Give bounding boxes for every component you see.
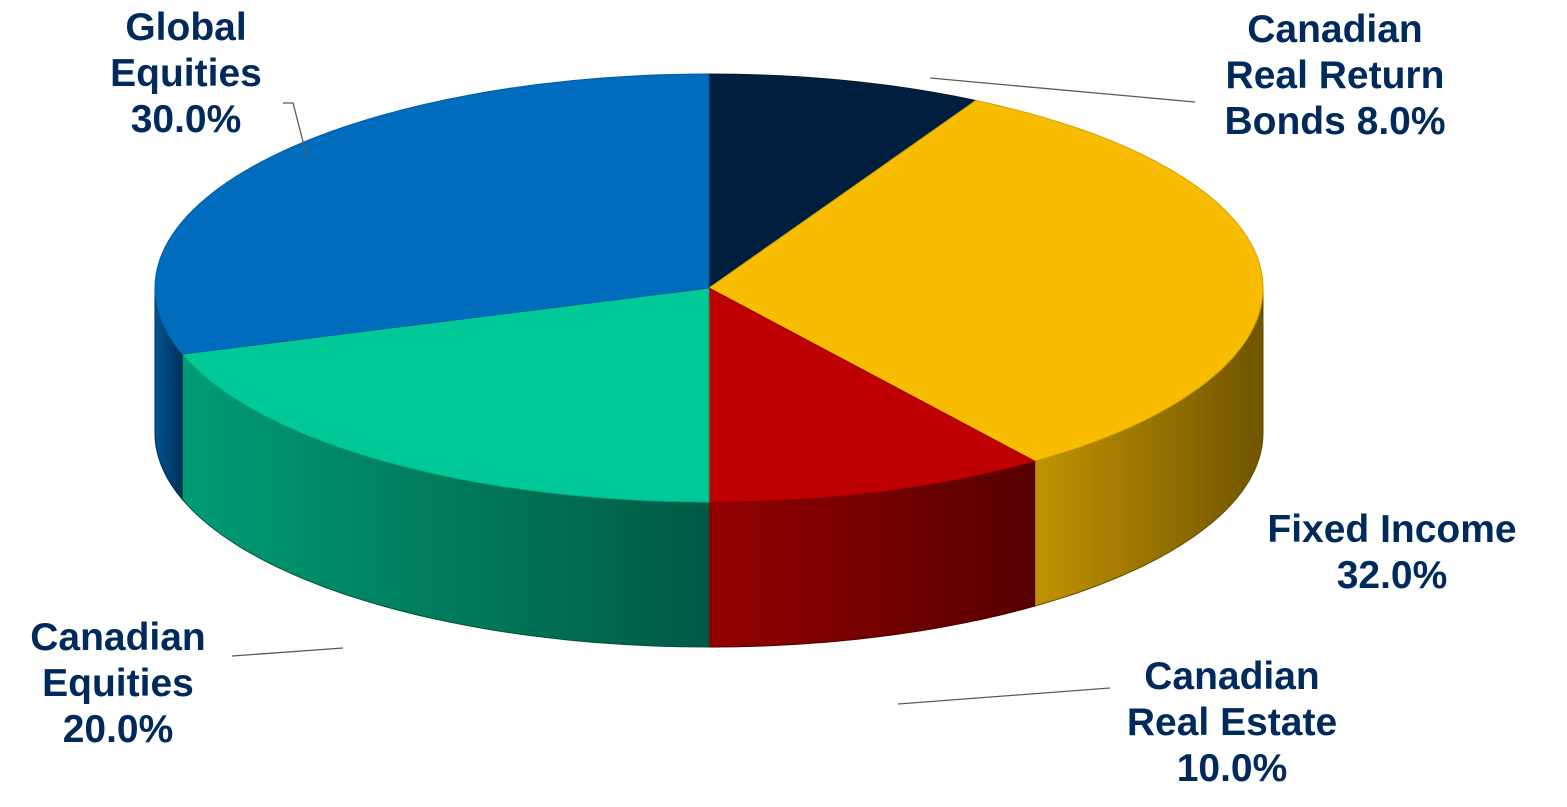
data-label-line: Equities [110, 52, 262, 95]
data-label-global-equities: Global Equities 30.0% [110, 6, 262, 141]
data-label-line: Global [125, 6, 246, 49]
leader-line-canadian-real-estate [898, 688, 1110, 704]
data-label-canadian-real-return-bonds: Canadian Real Return Bonds 8.0% [1224, 8, 1445, 143]
leader-line-canadian-real-return-bonds [930, 78, 1195, 102]
data-label-line: Canadian [1247, 8, 1423, 51]
data-label-line: Real Return [1226, 54, 1445, 97]
data-label-line: 10.0% [1177, 747, 1288, 790]
data-label-line: 32.0% [1337, 554, 1448, 597]
data-label-line: Canadian [1144, 655, 1320, 698]
data-label-line: 20.0% [63, 708, 174, 751]
leader-line-canadian-equities [232, 648, 343, 656]
data-label-line: Bonds 8.0% [1224, 100, 1445, 143]
data-label-line: Equities [42, 662, 194, 705]
pie-top-faces [155, 74, 1263, 502]
data-label-line: Canadian [30, 616, 206, 659]
data-label-line: Real Estate [1127, 701, 1337, 744]
data-label-line: 30.0% [131, 98, 242, 141]
data-label-line: Fixed Income [1267, 508, 1516, 551]
data-label-fixed-income: Fixed Income 32.0% [1267, 508, 1516, 597]
data-label-canadian-equities: Canadian Equities 20.0% [30, 616, 206, 751]
data-label-canadian-real-estate: Canadian Real Estate 10.0% [1127, 655, 1337, 790]
